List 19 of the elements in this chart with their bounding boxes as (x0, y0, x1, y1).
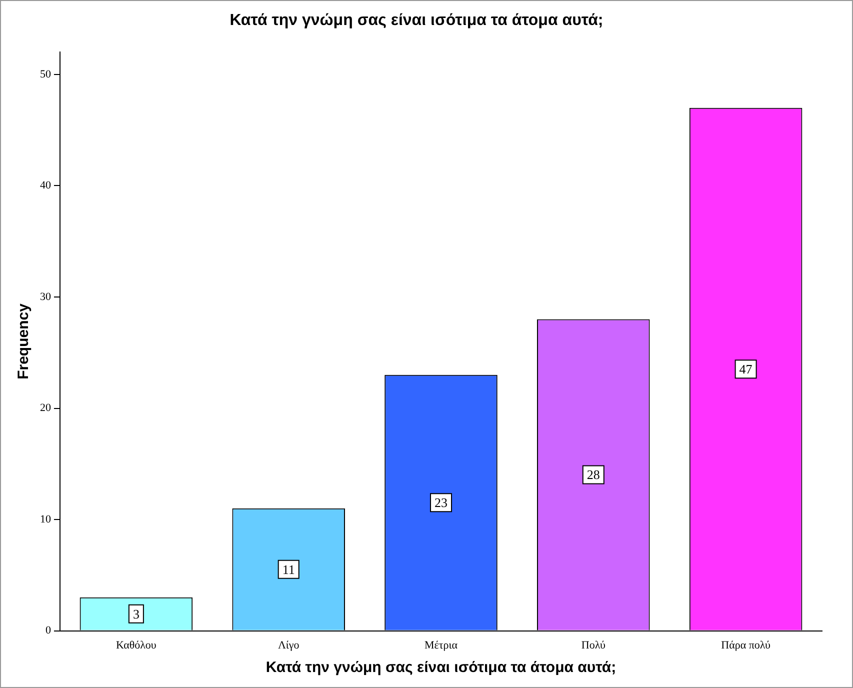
data-label: 28 (586, 467, 600, 482)
y-tick-label: 30 (40, 290, 52, 303)
x-axis-title: Κατά την γνώμη σας είναι ισότιμα τα άτομα αυτά; (266, 659, 616, 676)
x-tick-label: Λίγο (278, 639, 300, 652)
chart-title: Κατά την γνώμη σας είναι ισότιμα τα άτομα αυτά; (230, 12, 604, 30)
data-label: 11 (282, 562, 295, 577)
y-axis-title: Frequency (15, 302, 32, 380)
y-tick-label: 0 (46, 624, 52, 637)
x-tick-label: Καθόλου (116, 639, 157, 652)
x-tick-label: Πολύ (581, 639, 606, 652)
data-label: 47 (739, 361, 753, 376)
y-tick-label: 20 (40, 402, 52, 414)
y-tick-label: 10 (40, 513, 52, 526)
data-label: 3 (132, 606, 140, 622)
y-tick-label: 40 (40, 180, 52, 192)
y-tick-label: 50 (40, 68, 52, 80)
x-tick-label: Μέτρια (424, 639, 458, 652)
x-tick-label: Πάρα πολύ (721, 639, 772, 652)
data-label: 23 (434, 495, 448, 510)
